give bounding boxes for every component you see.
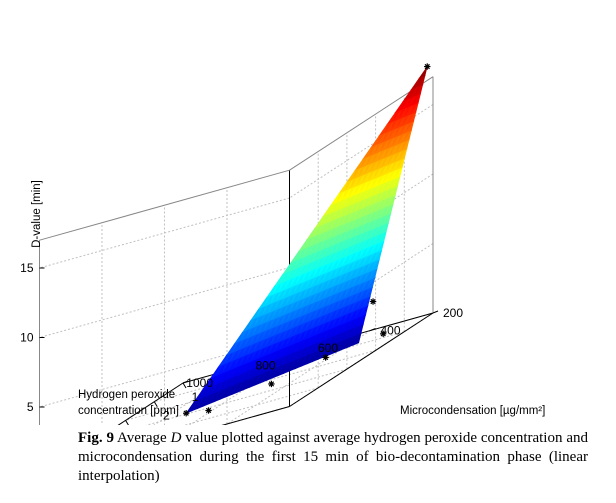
surface-facet [185, 401, 195, 414]
frame-edge [221, 406, 290, 425]
surface-plot: 1234562004006008001000051015 D-value [mi… [20, 63, 545, 425]
data-point [322, 354, 329, 361]
frame-edge [117, 382, 184, 425]
surface-facet [277, 363, 287, 377]
tick-labels: 1234562004006008001000051015 [20, 261, 463, 423]
y-axis-title-line-2: concentration [ppm] [78, 405, 179, 417]
side-wall-gridline [39, 197, 290, 269]
y-tick-label: 400 [380, 324, 400, 338]
y-tick-mark [432, 310, 439, 314]
surface-facet [237, 380, 247, 393]
surface-facet [225, 385, 235, 398]
data-point [205, 407, 212, 414]
surface-facet [352, 333, 362, 346]
x-axis-title: Microcondensation [µg/mm²] [400, 405, 545, 417]
x-tick-label: 2 [163, 409, 170, 423]
y-tick-label: 600 [318, 341, 338, 355]
data-point [369, 298, 377, 305]
surface-facet [271, 366, 281, 379]
y-tick-label: 1000 [186, 376, 213, 390]
surface-facet [283, 361, 293, 375]
floor-gridline [145, 368, 348, 425]
y-tick-mark [370, 328, 376, 331]
surface-facet [346, 335, 356, 349]
figure-caption: Fig. 9 Average D value plotted against a… [78, 429, 588, 486]
surface-facet [306, 352, 316, 365]
surface-facet [202, 394, 212, 407]
surface-facet [231, 382, 241, 396]
data-point [379, 330, 387, 338]
caption-text-end: value plotted against average hydrogen p… [78, 430, 589, 484]
x-tick-mark [153, 401, 158, 407]
surface-facet [317, 347, 327, 360]
side-wall-gridline [39, 336, 290, 408]
z-tick-label: 15 [20, 261, 34, 275]
surface [185, 66, 428, 414]
surface-facet [265, 368, 276, 382]
surface-facet [196, 396, 207, 410]
data-point [182, 410, 190, 417]
surface-facet [208, 392, 218, 405]
data-point-stroke [370, 298, 376, 305]
data-point-stroke [205, 407, 212, 414]
data-point-stroke [322, 354, 329, 361]
x-tick-label: 1 [192, 390, 199, 404]
surface-facet [191, 399, 201, 412]
surface-facet [294, 356, 304, 370]
z-axis-title: D-value [min] [31, 180, 43, 248]
y-tick-label: 800 [255, 359, 275, 373]
z-tick-label: 5 [27, 400, 34, 414]
frame-edge [39, 169, 290, 241]
caption-variable: D [170, 430, 182, 446]
figure-number: Fig. 9 [78, 430, 114, 446]
caption-text-start: Average [117, 430, 167, 446]
y-tick-label: 200 [443, 306, 463, 320]
surface-facet [214, 389, 224, 403]
data-point-stroke [424, 63, 430, 70]
x-tick-mark [182, 382, 187, 389]
surface-facet [334, 340, 345, 353]
z-tick-label: 10 [20, 331, 34, 345]
frame-edge [289, 312, 434, 407]
surface-facet [248, 375, 258, 389]
surface-facet [260, 371, 270, 384]
figure: 1234562004006008001000051015 D-value [mi… [20, 63, 545, 425]
surface-facet [340, 338, 350, 351]
surface-facet [329, 342, 339, 356]
y-axis-title-line-1: Hydrogen peroxide [78, 389, 175, 401]
side-wall-gridline [39, 267, 290, 338]
x-tick-mark [125, 420, 129, 425]
data-point [268, 380, 275, 388]
data-point-stroke [268, 381, 275, 387]
surface-facet [311, 349, 322, 363]
data-point-stroke [183, 410, 189, 416]
data-markers [182, 63, 431, 417]
surface-facet [254, 373, 264, 386]
surface-facet [219, 387, 230, 400]
data-point-stroke [380, 331, 386, 337]
surface-facet [288, 359, 299, 372]
y-tick-mark [182, 380, 189, 384]
data-point [424, 63, 431, 70]
surface-facet [242, 378, 253, 391]
surface-facet [300, 354, 310, 367]
